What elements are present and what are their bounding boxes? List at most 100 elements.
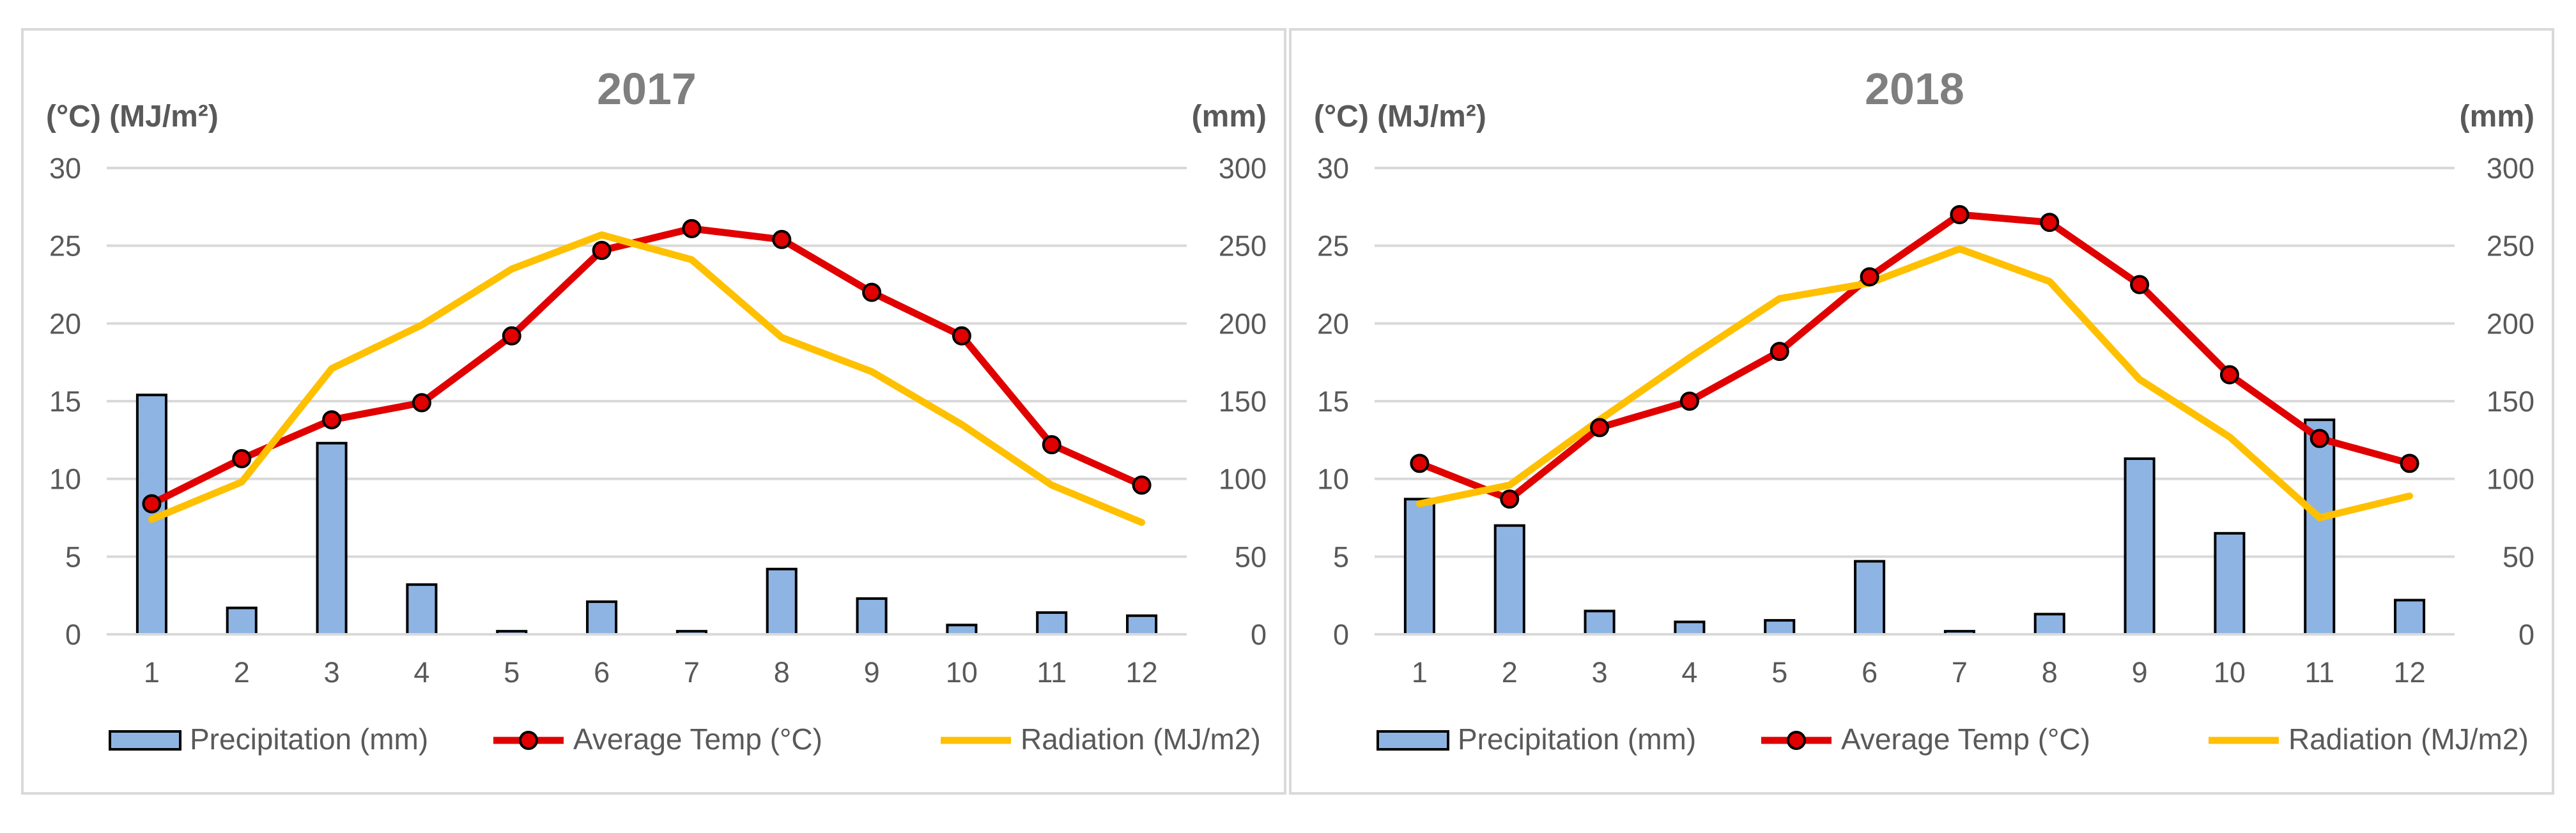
temp-point: [322, 410, 342, 430]
right-axis-label: (mm): [2460, 100, 2534, 134]
left-tick-label: 10: [49, 463, 81, 496]
precip-bar: [1036, 611, 1068, 636]
legend-swatch-precipitation: [109, 730, 181, 751]
temp-point: [502, 326, 521, 346]
x-tick-label: 8: [774, 656, 790, 689]
temp-point: [952, 326, 971, 346]
temp-point: [232, 449, 252, 469]
legend-marker-temp: [1787, 731, 1806, 750]
chart-panel-2017: 2017 (°C) (MJ/m²) (mm) 0 5 10 15 20 25 30 0 50 100 15…: [21, 28, 1286, 795]
temp-point: [2040, 213, 2060, 233]
temp-point: [2400, 454, 2419, 473]
x-tick-label: 5: [1771, 656, 1787, 689]
right-tick-label: 50: [2503, 540, 2534, 573]
right-tick-label: 250: [2487, 230, 2534, 263]
temp-point: [1860, 267, 1879, 287]
precip-bar: [2304, 418, 2336, 636]
right-tick-label: 300: [1219, 152, 1267, 185]
x-tick-label: 7: [1952, 656, 1968, 689]
legend-marker-temp: [519, 731, 538, 750]
left-axis-label: (°C) (MJ/m²): [1314, 100, 1486, 134]
x-tick-label: 10: [946, 656, 978, 689]
precip-bar: [856, 597, 888, 636]
right-tick-label: 100: [1219, 463, 1267, 496]
temp-point: [682, 218, 702, 238]
right-tick-label: 50: [1235, 540, 1267, 573]
chart-panel-2018: 2018 (°C) (MJ/m²) (mm) 0 5 10 15 20 25 30 0 50 100 15…: [1289, 28, 2554, 795]
right-tick-label: 250: [1219, 230, 1267, 263]
left-tick-label: 10: [1317, 463, 1349, 496]
temp-point: [2310, 429, 2329, 448]
right-tick-label: 300: [2487, 152, 2534, 185]
x-tick-label: 3: [1592, 656, 1608, 689]
legend-label: Radiation (MJ/m2): [1021, 722, 1261, 756]
right-tick-label: 0: [1251, 618, 1267, 651]
precip-bar: [2033, 613, 2065, 636]
right-tick-label: 100: [2487, 463, 2534, 496]
legend-label: Average Temp (°C): [573, 722, 822, 756]
precip-bar: [946, 623, 978, 636]
left-tick-label: 15: [49, 385, 81, 418]
precip-bar: [1764, 619, 1796, 636]
x-tick-label: 1: [144, 656, 160, 689]
x-tick-label: 12: [1126, 656, 1158, 689]
x-tick-label: 11: [1037, 656, 1067, 689]
x-tick-label: 2: [1502, 656, 1518, 689]
temp-point: [1950, 205, 1970, 224]
x-tick-label: 8: [2042, 656, 2058, 689]
x-tick-label: 3: [324, 656, 340, 689]
right-axis-label: (mm): [1192, 100, 1267, 134]
radiation-line: [1415, 245, 2414, 521]
precip-bar: [1854, 560, 1886, 636]
right-tick-label: 150: [2487, 385, 2534, 418]
temp-point: [1042, 435, 1061, 455]
left-tick-label: 5: [65, 540, 81, 573]
left-tick-label: 25: [49, 230, 81, 263]
precip-bar: [1403, 498, 1435, 636]
left-tick-label: 5: [1333, 540, 1349, 573]
temp-point: [1590, 418, 1610, 438]
right-tick-label: 150: [1219, 385, 1267, 418]
precip-bar: [2394, 599, 2426, 636]
right-tick-label: 200: [1219, 307, 1267, 340]
precip-bar: [1584, 609, 1616, 636]
chart-2018: 2018(°C) (MJ/m²) (mm)05101520253005010015…: [1314, 64, 2534, 756]
x-tick-label: 10: [2214, 656, 2246, 689]
x-tick-label: 2: [234, 656, 250, 689]
legend-label: Radiation (MJ/m2): [2288, 722, 2529, 756]
precip-bar: [1674, 620, 1706, 636]
chart-title: 2018: [1865, 64, 1964, 114]
legend-label: Precipitation (mm): [1458, 722, 1696, 756]
left-tick-label: 30: [49, 152, 81, 185]
x-tick-label: 1: [1412, 656, 1428, 689]
x-tick-label: 6: [1862, 656, 1878, 689]
left-tick-label: 0: [1333, 618, 1349, 651]
precip-bar: [406, 583, 438, 636]
radiation-line: [148, 231, 1146, 526]
x-tick-label: 11: [2304, 656, 2334, 689]
left-tick-label: 20: [1317, 307, 1349, 340]
temp-point: [142, 494, 162, 514]
x-tick-label: 4: [1681, 656, 1697, 689]
temp-point: [412, 393, 431, 413]
precip-bar: [2214, 531, 2246, 636]
temp-point: [1679, 392, 1699, 411]
left-tick-label: 25: [1317, 230, 1349, 263]
legend-label: Average Temp (°C): [1841, 722, 2090, 756]
temp-point: [772, 229, 792, 249]
temp-point: [592, 240, 612, 260]
legend-label: Precipitation (mm): [190, 722, 428, 756]
left-tick-label: 30: [1317, 152, 1349, 185]
temp-point: [1132, 475, 1152, 495]
temp-point: [2130, 275, 2150, 294]
left-tick-label: 20: [49, 307, 81, 340]
precip-bar: [2124, 457, 2156, 636]
x-tick-label: 9: [2132, 656, 2148, 689]
temp-point: [2219, 365, 2239, 385]
x-tick-label: 12: [2394, 656, 2426, 689]
temp-point: [1770, 342, 1789, 362]
x-tick-label: 9: [864, 656, 880, 689]
precip-bar: [316, 441, 348, 636]
precip-bar: [766, 567, 798, 636]
chart-2017: 2017(°C) (MJ/m²) (mm)05101520253005010015…: [46, 64, 1267, 756]
